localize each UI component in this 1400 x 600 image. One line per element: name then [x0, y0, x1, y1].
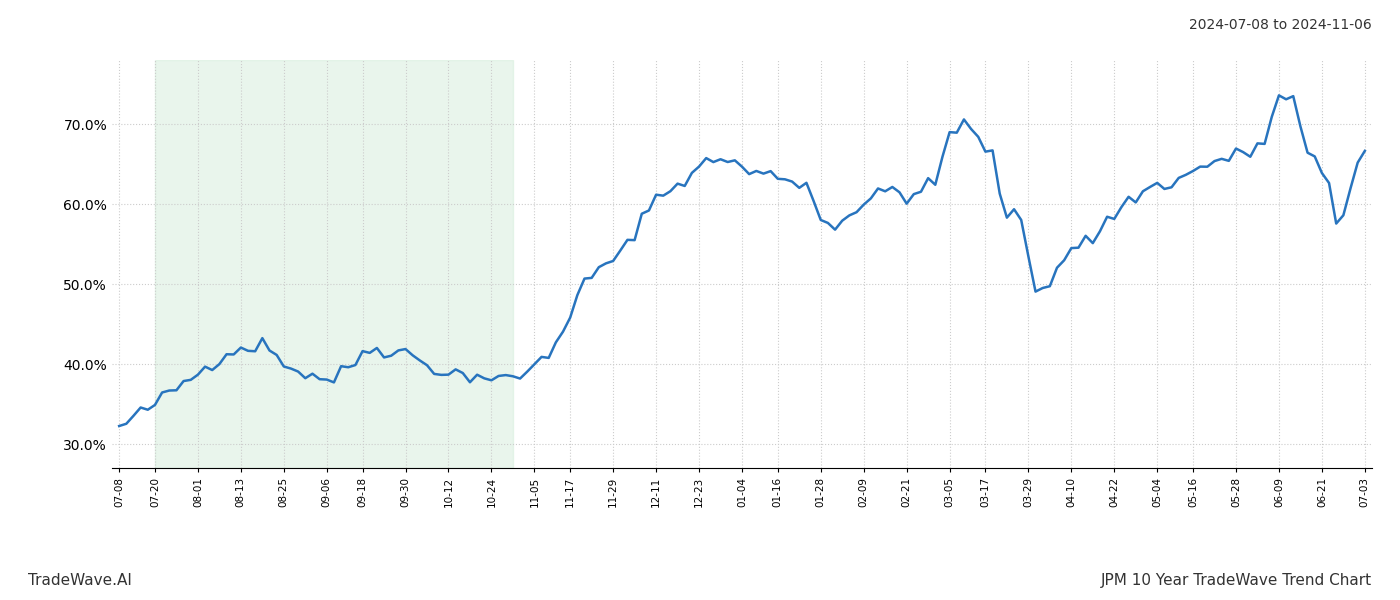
Bar [155, 60, 512, 468]
Text: JPM 10 Year TradeWave Trend Chart: JPM 10 Year TradeWave Trend Chart [1100, 573, 1372, 588]
Text: 2024-07-08 to 2024-11-06: 2024-07-08 to 2024-11-06 [1189, 18, 1372, 32]
Text: TradeWave.AI: TradeWave.AI [28, 573, 132, 588]
